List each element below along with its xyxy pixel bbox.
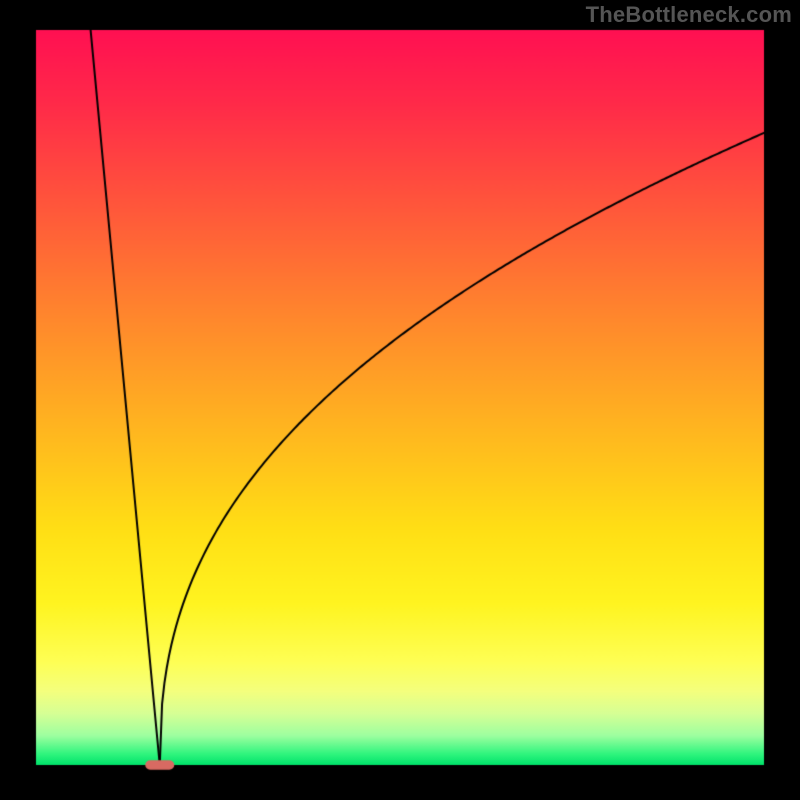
watermark-text: TheBottleneck.com — [586, 2, 792, 28]
bottleneck-chart-canvas — [0, 0, 800, 800]
chart-container: TheBottleneck.com — [0, 0, 800, 800]
